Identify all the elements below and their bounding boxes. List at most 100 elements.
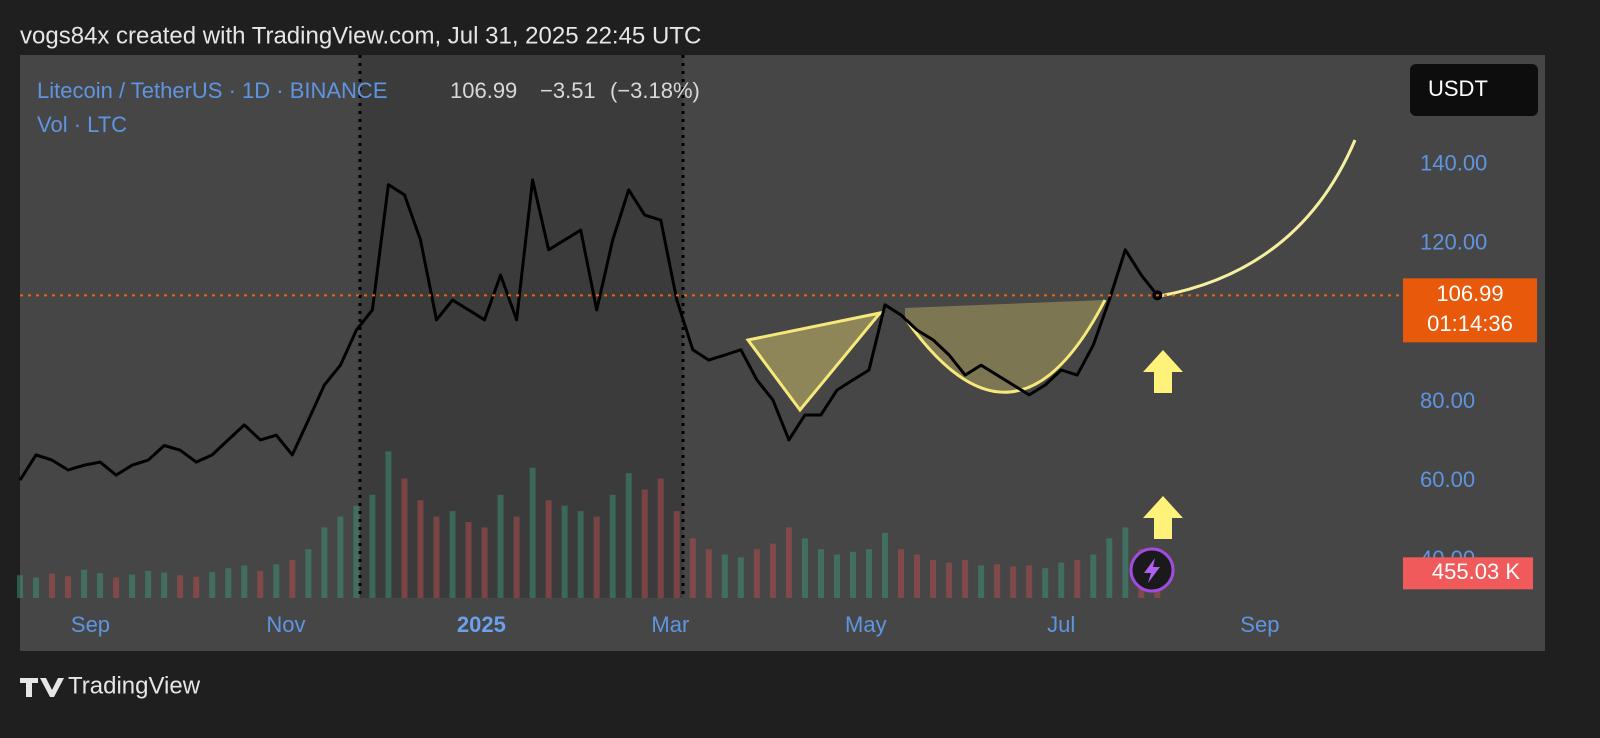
volume-bar [433, 516, 440, 598]
triangle-drawing [745, 310, 884, 413]
change: −3.51 [540, 78, 596, 103]
volume-tag-label: 455.03 K [1432, 559, 1520, 584]
y-tick-label: 80.00 [1420, 388, 1475, 413]
volume-bar [481, 527, 488, 598]
volume-bar [209, 571, 216, 598]
volume-bar [769, 543, 776, 598]
volume-bar [1026, 565, 1033, 598]
volume-bar [561, 505, 568, 598]
volume-bar [962, 559, 969, 598]
currency[interactable]: USDT [1428, 76, 1488, 101]
x-tick-label: Sep [1240, 612, 1279, 637]
volume-bar [129, 574, 136, 598]
volume-bar [241, 565, 248, 598]
volume-bar [497, 494, 504, 598]
volume-bar [321, 527, 328, 598]
volume-bar [705, 549, 712, 598]
chart-panel [20, 55, 1545, 651]
volume-bar [577, 511, 584, 598]
volume-bar [225, 568, 232, 598]
volume-layer [17, 451, 1161, 598]
currency-box[interactable] [1410, 64, 1538, 116]
volume-bar [369, 494, 376, 598]
volume-tag [1403, 557, 1533, 590]
volume-bar [753, 549, 760, 598]
volume-bar [1090, 554, 1097, 598]
x-tick-label: Mar [651, 612, 689, 637]
volume-bar [177, 575, 184, 598]
arrow [1143, 496, 1183, 539]
volume-bar [545, 500, 552, 598]
volume-bar [305, 549, 312, 598]
volume-bar [145, 570, 152, 598]
volume-bar [1058, 562, 1065, 598]
x-tick-label: May [845, 612, 887, 637]
volume-bar [113, 577, 120, 598]
volume-bar [529, 467, 536, 598]
volume-bar [737, 557, 744, 598]
volume-bar [978, 565, 985, 598]
volume-bar [609, 494, 616, 598]
volume-bar [193, 576, 200, 598]
x-tick-label: 2025 [457, 612, 506, 637]
y-tick-label: 140.00 [1420, 151, 1487, 176]
volume-bar [257, 570, 264, 598]
volume-bar [1106, 538, 1113, 598]
volume-bar [1010, 566, 1017, 598]
volume-bar [33, 577, 40, 598]
x-tick-label: Jul [1047, 612, 1075, 637]
volume-bar [882, 532, 889, 598]
volume-bar [97, 573, 104, 598]
volume-bar [785, 527, 792, 598]
volume-bar [417, 500, 424, 598]
volume-bar [1122, 527, 1129, 598]
axes: 40.0060.0080.00120.00140.00SepNov2025Mar… [71, 151, 1537, 637]
volume-bar [849, 551, 856, 598]
volume-bar [801, 538, 808, 598]
shaded-range [360, 55, 683, 598]
footer-text: TradingView [68, 672, 201, 699]
price-tag [1403, 278, 1537, 343]
volume-bar [914, 554, 921, 598]
volume-bar [401, 478, 408, 598]
arrow [1143, 350, 1183, 393]
cup-drawing [903, 299, 1107, 394]
y-tick-label: 120.00 [1420, 230, 1487, 255]
change-percent: (−3.18%) [610, 78, 700, 103]
x-tick-label: Sep [71, 612, 110, 637]
price-layer [18, 178, 1403, 482]
volume-bar [689, 538, 696, 598]
volume-bar [898, 549, 905, 598]
volume-bar [833, 554, 840, 598]
volume-bar [946, 562, 953, 598]
volume-bar [817, 549, 824, 598]
volume-title: Vol · LTC [37, 112, 127, 137]
volume-bar [994, 564, 1001, 598]
volume-bar [465, 521, 472, 598]
projection-curve [1159, 139, 1357, 298]
volume-bar [65, 576, 72, 598]
logo [20, 678, 64, 697]
y-tick-label: 60.00 [1420, 467, 1475, 492]
volume-bar [593, 516, 600, 598]
credit: vogs84x created with TradingView.com, Ju… [20, 22, 701, 49]
countdown: 01:14:36 [1427, 311, 1513, 336]
volume-bar [449, 511, 456, 598]
volume-bar [641, 489, 648, 598]
alert-bolt [1144, 558, 1160, 583]
footer: TradingView [20, 672, 201, 699]
symbol-title: Litecoin / TetherUS · 1D · BINANCE [37, 78, 388, 103]
x-tick-label: Nov [266, 612, 305, 637]
volume-bar [385, 451, 392, 598]
volume-bar [930, 559, 937, 598]
volume-bar [81, 569, 88, 598]
volume-bar [657, 478, 664, 598]
price-tag-label: 106.99 [1436, 281, 1503, 306]
volume-bar [625, 473, 632, 598]
volume-bar [17, 575, 23, 598]
volume-bar [337, 516, 344, 598]
last-price: 106.99 [450, 78, 517, 103]
volume-bar [273, 564, 280, 598]
